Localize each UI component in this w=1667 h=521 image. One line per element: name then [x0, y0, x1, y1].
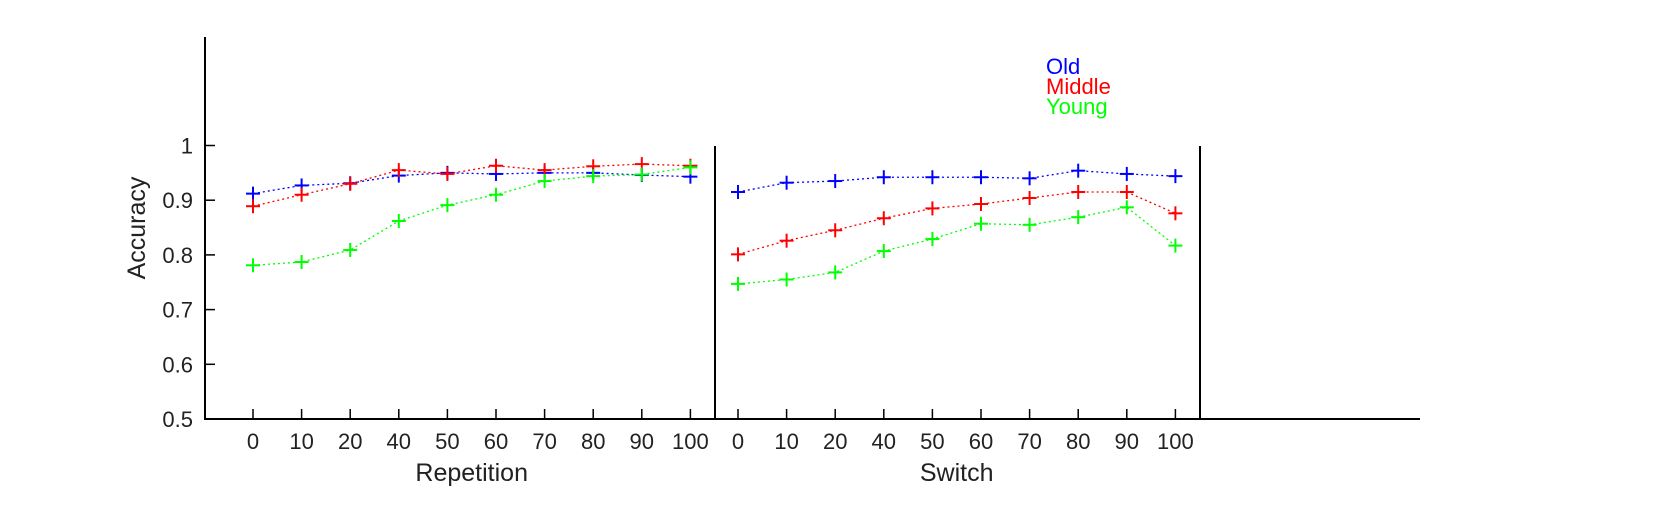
data-point: [1071, 210, 1086, 225]
data-point: [1119, 200, 1134, 215]
x-tick-label: 100: [672, 429, 709, 454]
data-point: [440, 166, 455, 181]
data-point: [876, 211, 891, 226]
data-point: [343, 176, 358, 191]
data-point: [246, 186, 260, 201]
x-tick-label: 70: [532, 429, 556, 454]
x-tick-label: 90: [630, 429, 654, 454]
data-point: [974, 216, 988, 231]
data-point: [876, 170, 891, 185]
x-tick-label: 80: [1066, 429, 1090, 454]
series-old-repetition: [246, 165, 698, 201]
x-tick-label: 90: [1115, 429, 1139, 454]
data-point: [586, 169, 601, 184]
data-point: [489, 187, 503, 202]
data-point: [391, 213, 406, 228]
x-tick-label: 10: [774, 429, 798, 454]
data-point: [1119, 184, 1134, 199]
data-point: [1119, 166, 1134, 181]
data-point: [974, 170, 988, 185]
data-point: [1168, 238, 1183, 253]
series-young-switch: [731, 200, 1183, 291]
data-point: [731, 184, 745, 199]
data-point: [1022, 171, 1037, 186]
data-point: [828, 174, 843, 189]
x-tick-label: 50: [435, 429, 459, 454]
data-point: [1071, 163, 1086, 178]
data-point: [925, 232, 940, 247]
x-tick-label: 50: [920, 429, 944, 454]
data-point: [779, 233, 794, 248]
y-tick-label: 0.8: [162, 243, 193, 268]
data-point: [246, 258, 260, 273]
series-line: [252, 163, 691, 207]
series-line: [737, 170, 1176, 193]
data-point: [779, 175, 794, 190]
data-point: [1071, 184, 1086, 199]
data-point: [1022, 191, 1037, 206]
data-point: [391, 163, 406, 178]
data-point: [828, 265, 843, 280]
y-tick-label: 1: [181, 134, 193, 159]
data-point: [974, 197, 988, 212]
series-line: [737, 206, 1176, 285]
x-tick-label: 20: [823, 429, 847, 454]
data-point: [731, 247, 745, 262]
labels-layer: 0.50.60.70.80.910 10 20 40 50 60 70 80 90 100Repe…: [162, 134, 1193, 488]
data-point: [925, 170, 940, 185]
x-tick-label: 20: [338, 429, 362, 454]
data-point: [731, 276, 745, 291]
data-point: [246, 199, 260, 214]
series-middle-switch: [731, 184, 1183, 262]
series-line: [252, 166, 691, 266]
x-tick-label: 0: [247, 429, 259, 454]
data-point: [440, 198, 455, 213]
data-point: [683, 160, 698, 175]
series-young-repetition: [246, 160, 698, 273]
y-tick-label: 0.6: [162, 352, 193, 377]
x-tick-label: 100: [1157, 429, 1194, 454]
x-tick-label: 0: [732, 429, 744, 454]
y-axis-title: Accuracy: [123, 176, 151, 279]
legend-item-old: Old: [1046, 54, 1080, 79]
x-tick-label: 60: [484, 429, 508, 454]
x-tick-label: 40: [387, 429, 411, 454]
data-point: [828, 223, 843, 238]
data-point: [876, 244, 891, 259]
x-tick-label: 70: [1017, 429, 1041, 454]
panel-label-switch: Switch: [920, 459, 994, 487]
data-point: [343, 242, 358, 257]
x-tick-label: 60: [969, 429, 993, 454]
legend-item-middle: Middle: [1046, 74, 1111, 99]
legend-item-young: Young: [1046, 94, 1108, 119]
y-tick-label: 0.9: [162, 188, 193, 213]
y-tick-label: 0.5: [162, 407, 193, 432]
series-line: [737, 191, 1176, 255]
data-point: [537, 174, 552, 189]
y-tick-label: 0.7: [162, 298, 193, 323]
data-point: [925, 201, 940, 216]
data-point: [294, 187, 309, 202]
data-point: [294, 255, 309, 270]
data-point: [779, 272, 794, 287]
x-tick-label: 40: [872, 429, 896, 454]
axes: [204, 37, 1420, 420]
panel-label-repetition: Repetition: [415, 459, 528, 487]
series-layer: [246, 157, 1183, 291]
series-line: [252, 172, 691, 195]
data-point: [489, 158, 503, 173]
data-point: [1168, 206, 1183, 221]
data-point: [634, 167, 649, 182]
x-tick-label: 10: [289, 429, 313, 454]
x-tick-label: 80: [581, 429, 605, 454]
data-point: [1168, 169, 1183, 184]
data-point: [1022, 217, 1037, 232]
series-old-switch: [731, 163, 1183, 199]
